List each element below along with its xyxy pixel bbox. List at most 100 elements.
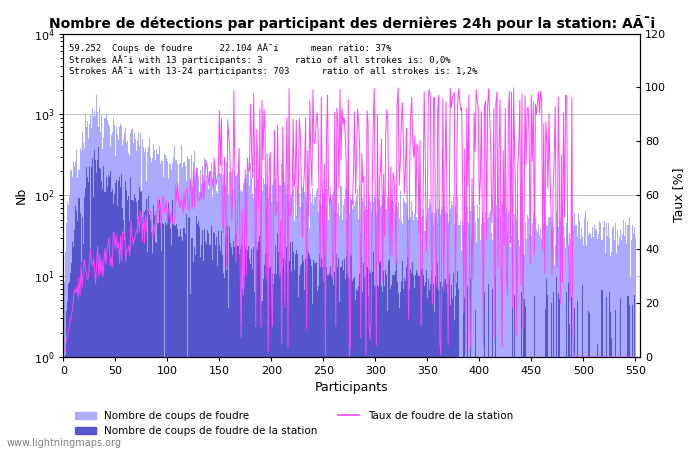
Bar xyxy=(141,191,142,450)
Bar xyxy=(340,186,342,450)
Bar xyxy=(200,257,201,450)
Bar xyxy=(173,224,174,450)
Bar xyxy=(537,232,538,450)
Bar xyxy=(424,286,425,450)
Bar xyxy=(407,256,408,450)
Bar xyxy=(507,232,508,450)
Bar xyxy=(633,233,634,450)
Bar xyxy=(223,175,224,450)
Bar xyxy=(367,266,368,450)
Bar xyxy=(301,264,302,450)
Bar xyxy=(403,288,404,450)
Bar xyxy=(351,255,352,450)
Bar xyxy=(128,153,130,450)
Bar xyxy=(84,148,85,450)
Title: Nombre de détections par participant des dernières 24h pour la station: AÃ¯i: Nombre de détections par participant des… xyxy=(49,15,655,31)
Bar xyxy=(533,213,534,450)
Bar xyxy=(253,247,254,450)
Bar xyxy=(230,243,231,450)
Bar xyxy=(185,166,186,450)
Bar xyxy=(399,308,400,450)
Bar xyxy=(99,168,100,450)
Bar xyxy=(272,184,273,450)
Bar xyxy=(216,237,217,450)
Bar xyxy=(610,311,611,450)
Bar xyxy=(340,267,342,450)
Bar xyxy=(80,262,82,450)
Bar xyxy=(188,159,189,450)
Bar xyxy=(69,195,70,450)
Bar xyxy=(515,207,516,450)
Bar xyxy=(119,127,120,450)
Bar xyxy=(426,270,427,450)
Bar xyxy=(324,214,325,450)
Bar xyxy=(512,288,513,450)
Bar xyxy=(282,184,284,450)
Bar xyxy=(564,237,565,450)
Bar xyxy=(190,294,191,450)
Bar xyxy=(594,225,595,450)
Bar xyxy=(416,217,417,450)
Bar xyxy=(205,241,206,450)
Bar xyxy=(322,267,323,450)
Bar xyxy=(405,203,406,450)
Bar xyxy=(590,234,591,450)
Bar xyxy=(250,264,251,450)
Bar xyxy=(584,211,586,450)
Bar xyxy=(357,189,358,450)
Bar xyxy=(169,210,170,450)
Bar xyxy=(357,292,358,450)
Bar xyxy=(456,213,457,450)
Bar xyxy=(148,196,149,450)
Bar xyxy=(263,265,265,450)
Bar xyxy=(104,118,106,450)
Bar xyxy=(294,270,295,450)
Bar xyxy=(232,255,233,450)
Bar xyxy=(327,275,328,450)
Bar xyxy=(592,227,593,450)
Bar xyxy=(114,125,115,450)
Bar xyxy=(106,121,108,450)
Bar xyxy=(219,245,220,450)
Bar xyxy=(391,207,393,450)
Bar xyxy=(108,177,110,450)
Bar xyxy=(248,246,249,450)
Bar xyxy=(134,198,136,450)
Bar xyxy=(78,170,80,450)
Bar xyxy=(72,177,74,450)
Bar xyxy=(379,263,380,450)
Bar xyxy=(395,259,397,450)
Bar xyxy=(214,233,215,450)
Bar xyxy=(411,273,412,450)
Bar xyxy=(148,147,149,450)
Bar xyxy=(443,218,444,450)
Bar xyxy=(193,162,194,450)
Bar xyxy=(256,247,258,450)
Bar xyxy=(274,274,275,450)
Bar xyxy=(359,185,360,450)
Bar xyxy=(92,158,93,450)
Bar xyxy=(623,220,624,450)
Bar xyxy=(233,241,235,450)
Bar xyxy=(376,215,377,450)
Bar xyxy=(186,181,187,450)
Bar xyxy=(350,256,351,450)
Bar xyxy=(381,286,382,450)
Bar xyxy=(436,277,438,450)
Bar xyxy=(407,209,408,450)
Bar xyxy=(449,209,451,450)
Bar xyxy=(113,203,114,450)
Bar xyxy=(336,254,337,450)
Bar xyxy=(198,220,199,450)
Bar xyxy=(286,247,288,450)
Bar xyxy=(167,214,168,450)
Bar xyxy=(126,190,127,450)
Bar xyxy=(438,208,440,450)
Bar xyxy=(454,224,455,450)
Bar xyxy=(621,240,622,450)
Bar xyxy=(376,287,377,450)
Bar xyxy=(196,176,197,450)
Bar xyxy=(226,162,228,450)
Bar xyxy=(438,290,440,450)
Bar xyxy=(237,165,239,450)
